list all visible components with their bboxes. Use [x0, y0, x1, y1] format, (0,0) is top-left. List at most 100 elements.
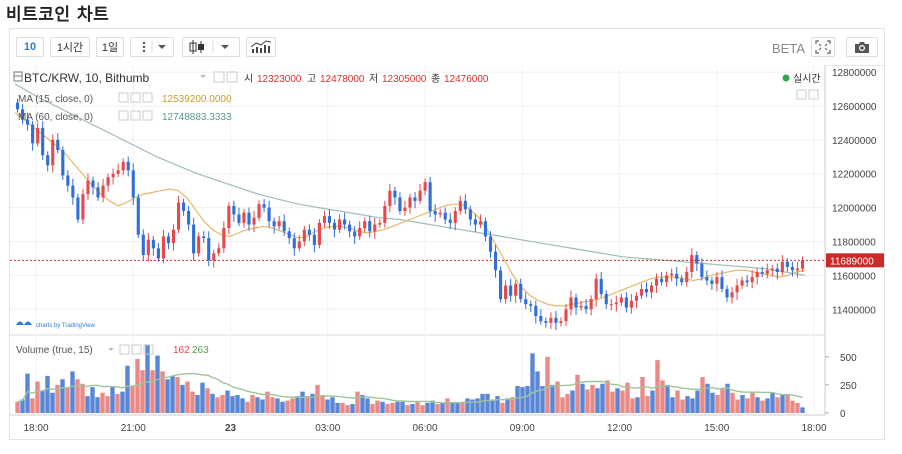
volume-bar — [660, 380, 665, 413]
volume-tick-label: 500 — [840, 353, 857, 364]
indicators-button[interactable] — [246, 37, 276, 57]
candle — [690, 255, 694, 273]
more-intervals-button[interactable] — [130, 37, 174, 57]
candle — [624, 297, 628, 308]
legend-low-label: 저 — [369, 73, 378, 85]
volume-bar — [115, 393, 120, 413]
candle — [96, 187, 100, 198]
candles — [15, 98, 805, 331]
legend-hide-icon[interactable] — [226, 71, 238, 83]
symbol-menu-icon[interactable] — [200, 75, 206, 78]
ma60-legend-value: 12748883.3333 — [162, 112, 232, 123]
volume-tick-label: 0 — [840, 409, 846, 420]
fullscreen-button[interactable] — [811, 37, 835, 57]
y-tick-label: 11400000 — [832, 305, 876, 316]
candle — [393, 190, 397, 198]
volume-bar — [260, 399, 265, 413]
legend-settings-icon[interactable] — [213, 71, 225, 83]
volume-legend-label: Volume (true, 15) — [16, 345, 93, 356]
volume-bar — [640, 377, 645, 413]
volume-bar — [510, 397, 515, 413]
candle — [775, 268, 779, 273]
ma15-remove-icon[interactable] — [142, 92, 153, 103]
volume-bar — [560, 397, 565, 413]
volume-bar — [790, 400, 795, 413]
volume-bar — [175, 377, 180, 413]
volume-menu-icon[interactable] — [108, 348, 114, 351]
candle — [262, 204, 266, 208]
volume-bar — [275, 398, 280, 413]
beta-label: BETA — [772, 41, 805, 56]
volume-hide-icon[interactable] — [131, 344, 142, 355]
volume-remove-icon[interactable] — [143, 344, 154, 355]
volume-bar — [350, 404, 355, 413]
candle — [443, 212, 447, 220]
candle — [81, 194, 85, 220]
chart-canvas[interactable]: 11689000 12800000 12600000 12400000 1220000… — [10, 65, 884, 439]
candle — [272, 221, 276, 227]
scale-up-icon[interactable] — [796, 89, 807, 100]
candle — [317, 222, 321, 245]
candle — [41, 127, 45, 156]
chart-style-button[interactable] — [182, 37, 240, 57]
page-title: 비트코인 차트 — [6, 5, 110, 25]
volume-bar — [220, 395, 225, 413]
volume-bar — [75, 379, 80, 413]
volume-bar — [25, 373, 30, 413]
ma60-remove-icon[interactable] — [142, 110, 153, 121]
y-tick-label: 12200000 — [832, 170, 877, 181]
volume-bar — [680, 399, 685, 413]
price-pane[interactable] — [10, 65, 825, 335]
volume-bar — [470, 399, 475, 413]
ma60-settings-icon[interactable] — [118, 110, 129, 121]
candle — [760, 272, 764, 274]
interval-button-1d[interactable]: 1일 — [96, 37, 124, 57]
volume-bar — [60, 379, 65, 413]
candle — [499, 270, 503, 300]
volume-bar — [80, 383, 85, 413]
candle — [66, 175, 70, 186]
volume-bar — [750, 392, 755, 413]
volume-bar — [385, 404, 390, 413]
volume-bar — [190, 391, 195, 413]
volume-bar — [230, 396, 235, 413]
candle — [91, 180, 95, 188]
volume-settings-icon[interactable] — [119, 344, 130, 355]
volume-bar — [425, 402, 430, 413]
volume-bar — [145, 344, 150, 413]
volume-bar — [380, 401, 385, 413]
candle — [458, 200, 462, 212]
ma15-line — [14, 112, 806, 307]
candle — [589, 299, 593, 310]
candle — [700, 263, 704, 278]
candle — [156, 248, 160, 259]
candle — [353, 231, 357, 237]
x-tick-label: 23 — [225, 423, 237, 434]
volume-bars — [15, 344, 805, 413]
volume-bar — [760, 400, 765, 413]
snapshot-button[interactable] — [846, 37, 878, 57]
candle — [403, 207, 407, 212]
attribution-text[interactable]: charts by TradingView — [36, 323, 96, 329]
volume-bar — [435, 404, 440, 413]
candle — [800, 260, 805, 269]
volume-bar — [570, 390, 575, 413]
interval-button-1h[interactable]: 1시간 — [50, 37, 90, 57]
y-tick-label: 12000000 — [832, 204, 877, 215]
candle — [564, 309, 568, 322]
volume-bar — [695, 390, 700, 413]
candle — [524, 299, 528, 305]
ma15-hide-icon[interactable] — [130, 92, 141, 103]
candle — [217, 248, 221, 254]
ma60-hide-icon[interactable] — [130, 110, 141, 121]
volume-bar — [140, 370, 145, 413]
candle — [237, 214, 241, 223]
ma15-settings-icon[interactable] — [118, 92, 129, 103]
volume-bar — [650, 390, 655, 413]
interval-button-10[interactable]: 10 — [16, 37, 44, 57]
volume-bar — [710, 392, 715, 413]
candle — [599, 278, 603, 295]
scale-down-icon[interactable] — [808, 89, 819, 100]
volume-bar — [555, 381, 560, 413]
candle — [267, 207, 271, 222]
